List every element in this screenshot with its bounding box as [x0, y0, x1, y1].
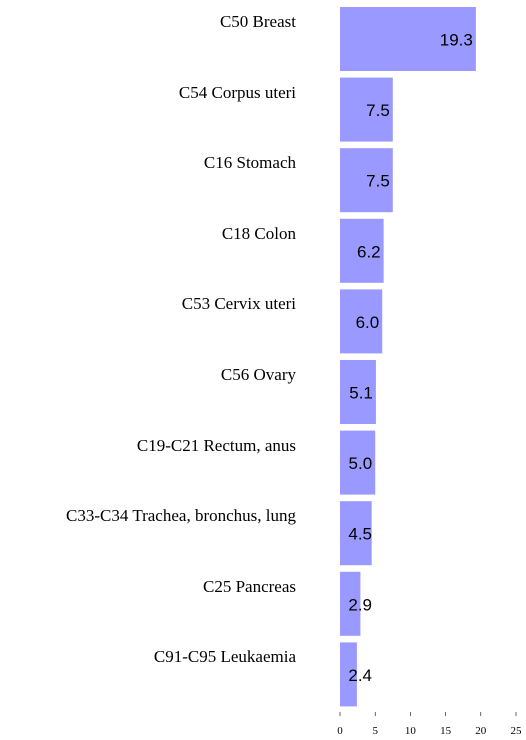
- value-label: 5.1: [349, 383, 373, 402]
- x-tick-label: 20: [475, 725, 487, 737]
- bar: [340, 77, 393, 142]
- category-label: C25 Pancreas: [202, 576, 296, 596]
- bar: [340, 360, 376, 424]
- value-label: 7.5: [366, 101, 390, 120]
- category-label: C54 Corpus uteri: [178, 82, 296, 102]
- x-tick-label: 25: [511, 725, 523, 737]
- x-tick-label: 15: [440, 725, 452, 737]
- bar: [340, 218, 384, 283]
- x-tick-label: 0: [337, 725, 343, 737]
- value-label: 5.0: [349, 454, 373, 473]
- bar: [340, 148, 393, 213]
- category-label: C50 Breast: [219, 12, 296, 31]
- category-label: C33-C34 Trachea, bronchus, lung: [66, 506, 296, 526]
- bar: [340, 430, 376, 495]
- x-tick-label: 10: [405, 725, 417, 737]
- category-label: C91-C95 Leukaemia: [153, 647, 296, 667]
- value-label: 19.3: [440, 30, 473, 49]
- value-label: 6.0: [356, 313, 380, 332]
- bar: [340, 571, 361, 636]
- bar: [340, 642, 357, 707]
- value-label: 4.5: [348, 525, 372, 544]
- category-label: C19-C21 Rectum, anus: [136, 435, 296, 455]
- x-tick-label: 5: [372, 725, 378, 737]
- bar: [340, 501, 372, 566]
- value-label: 2.9: [348, 595, 372, 614]
- value-label: 7.5: [366, 172, 390, 191]
- value-label: 2.4: [348, 666, 372, 685]
- bar: [340, 289, 383, 354]
- category-label: C18 Colon: [221, 223, 296, 243]
- bar: [340, 7, 476, 71]
- value-label: 6.2: [357, 242, 381, 261]
- category-label: C16 Stomach: [203, 153, 296, 173]
- category-label: C53 Cervix uteri: [181, 294, 296, 314]
- category-label: C56 Ovary: [220, 365, 296, 384]
